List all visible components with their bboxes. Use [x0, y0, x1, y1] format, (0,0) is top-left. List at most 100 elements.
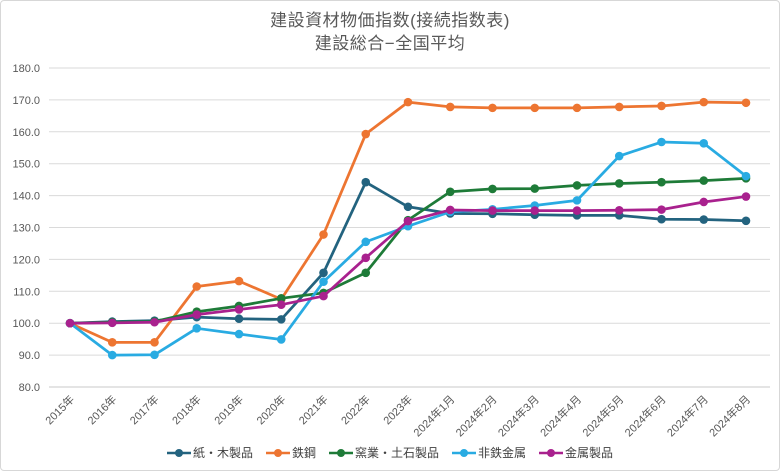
y-axis-tick-label: 130.0: [12, 223, 40, 235]
series-marker-4: [530, 206, 540, 215]
series-marker-3: [192, 324, 202, 333]
series-marker-4: [614, 205, 624, 215]
series-marker-2: [445, 187, 455, 197]
series-marker-3: [361, 237, 371, 247]
series-marker-2: [657, 177, 666, 187]
series-marker-2: [530, 184, 540, 193]
x-axis-tick-label: 2024年3月: [495, 392, 542, 439]
legend-item-2: 窯業・土石製品: [328, 444, 439, 461]
x-axis-tick-label: 2024年8月: [706, 392, 753, 439]
series-marker-0: [699, 215, 709, 224]
chart-title: 建設資材物価指数(接続指数表): [270, 11, 510, 30]
y-axis-tick-label: 160.0: [12, 127, 40, 139]
series-marker-2: [361, 268, 371, 278]
series-marker-2: [699, 176, 709, 185]
y-axis-tick-label: 140.0: [12, 191, 40, 203]
series-marker-4: [403, 216, 413, 226]
series-marker-1: [614, 102, 624, 112]
x-axis-tick-label: 2023年: [380, 392, 415, 427]
legend-marker-icon: [452, 448, 476, 457]
legend-marker-icon: [328, 448, 353, 457]
series-marker-1: [150, 338, 159, 347]
series-marker-1: [657, 101, 666, 111]
chart-legend: 紙・木製品 鉄鋼 窯業・土石製品 非鉄金属 金属製品: [1, 444, 779, 461]
series-marker-3: [276, 335, 286, 344]
x-axis-tick-label: 2021年: [296, 392, 331, 427]
legend-label: 金属製品: [565, 446, 614, 460]
series-marker-2: [488, 184, 497, 194]
series-marker-4: [107, 318, 117, 328]
legend-item-4: 金属製品: [539, 444, 613, 461]
series-marker-1: [741, 98, 751, 108]
x-axis-tick-label: 2022年: [338, 392, 373, 427]
x-axis-tick-label: 2019年: [211, 392, 246, 427]
y-axis-tick-label: 170.0: [12, 95, 40, 107]
x-axis-tick-label: 2015年: [42, 392, 77, 427]
series-marker-1: [361, 129, 371, 139]
series-marker-4: [65, 318, 75, 328]
y-axis-tick-label: 80.0: [19, 382, 40, 394]
series-marker-4: [699, 197, 709, 207]
legend-label: 紙・木製品: [192, 446, 253, 460]
series-marker-0: [741, 216, 751, 226]
x-axis-tick-label: 2024年7月: [664, 392, 711, 439]
series-marker-1: [192, 282, 202, 291]
y-axis-tick-label: 100.0: [12, 318, 40, 330]
series-marker-2: [614, 179, 624, 188]
series-marker-4: [192, 310, 202, 319]
series-marker-1: [445, 102, 455, 112]
x-axis-tick-label: 2024年1月: [410, 392, 457, 439]
x-axis-tick-label: 2024年4月: [537, 392, 584, 439]
series-marker-4: [488, 206, 497, 215]
series-marker-4: [150, 317, 159, 327]
y-axis-tick-label: 150.0: [12, 159, 40, 171]
x-axis-tick-label: 2024年6月: [622, 392, 669, 439]
series-marker-0: [276, 315, 286, 324]
series-marker-4: [361, 253, 371, 263]
legend-label: 窯業・土石製品: [354, 446, 439, 460]
series-marker-3: [572, 196, 582, 205]
series-marker-0: [319, 268, 328, 278]
x-axis-tick-label: 2018年: [169, 392, 204, 427]
series-marker-3: [107, 350, 117, 360]
series-marker-3: [741, 171, 751, 181]
series-marker-1: [234, 276, 244, 286]
y-axis-tick-label: 180.0: [12, 63, 40, 75]
series-marker-0: [361, 177, 371, 187]
series-marker-3: [150, 350, 159, 360]
legend-label: 鉄鋼: [291, 446, 316, 460]
series-marker-1: [403, 97, 413, 107]
x-axis-tick-label: 2024年5月: [579, 392, 626, 439]
y-axis-tick-label: 110.0: [13, 286, 40, 298]
series-marker-2: [276, 294, 286, 303]
series-marker-1: [572, 103, 582, 113]
legend-marker-icon: [539, 448, 564, 457]
x-axis-tick-label: 2024年2月: [453, 392, 500, 439]
series-marker-3: [614, 151, 624, 161]
legend-item-3: 非鉄金属: [452, 444, 526, 461]
series-marker-4: [319, 291, 328, 301]
series-marker-0: [657, 214, 666, 224]
series-marker-4: [741, 192, 751, 201]
series-marker-4: [276, 300, 286, 309]
series-marker-3: [699, 138, 709, 148]
x-axis-tick-label: 2020年: [253, 392, 288, 427]
series-marker-3: [319, 277, 328, 287]
series-marker-4: [572, 206, 582, 215]
series-marker-1: [530, 103, 540, 113]
series-marker-0: [234, 314, 244, 324]
series-marker-2: [572, 181, 582, 190]
legend-marker-icon: [166, 448, 191, 457]
chart-subtitle: 建設総合−全国平均: [314, 34, 466, 53]
x-axis-tick-label: 2016年: [84, 392, 119, 427]
legend-label: 非鉄金属: [478, 446, 527, 460]
legend-item-1: 鉄鋼: [265, 444, 316, 461]
legend-item-0: 紙・木製品: [166, 444, 253, 461]
chart-title-block: 建設資材物価指数(接続指数表) 建設総合−全国平均: [1, 9, 779, 55]
series-marker-1: [699, 97, 709, 107]
series-marker-4: [445, 205, 455, 215]
legend-marker-icon: [265, 448, 290, 457]
y-axis-tick-label: 90.0: [19, 350, 40, 362]
series-line-2: [68, 176, 748, 325]
